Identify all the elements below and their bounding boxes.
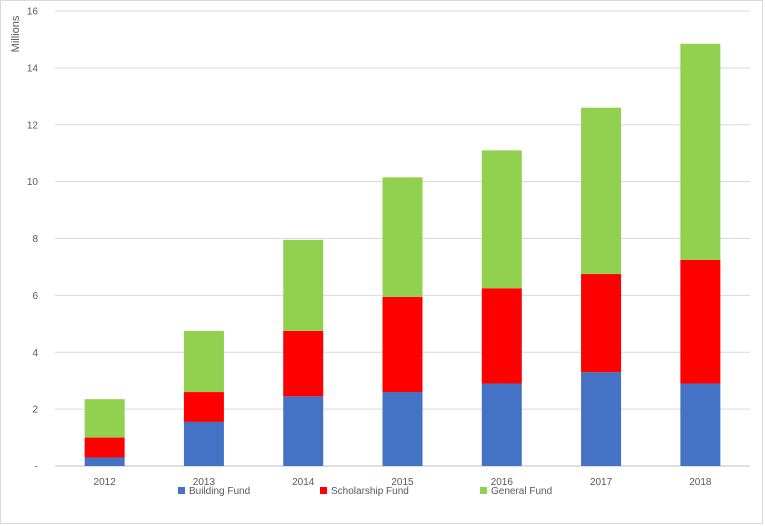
- legend-swatch-scholarship-fund: [320, 487, 327, 494]
- x-tick-label: 2016: [491, 477, 514, 488]
- legend-label-scholarship-fund: Scholarship Fund: [331, 486, 409, 497]
- y-tick-label: 4: [32, 348, 38, 359]
- legend-label-building-fund: Building Fund: [189, 486, 250, 497]
- bar-scholarship-fund-2012: [84, 437, 125, 458]
- bar-scholarship-fund-2017: [581, 274, 622, 373]
- bar-building-fund-2017: [581, 372, 622, 466]
- legend: Building Fund Scholarship Fund General Fun…: [178, 486, 552, 497]
- bar-scholarship-fund-2014: [283, 330, 324, 397]
- bar-general-fund-2017: [581, 107, 622, 275]
- y-tick-label: 10: [27, 177, 39, 188]
- legend-label-general-fund: General Fund: [491, 486, 552, 497]
- x-tick-label: 2014: [292, 477, 315, 488]
- y-axis-title: Millions: [10, 15, 22, 52]
- bar-general-fund-2015: [382, 177, 423, 297]
- bar-building-fund-2014: [283, 396, 324, 466]
- bar-general-fund-2013: [183, 330, 224, 393]
- x-tick-label: 2018: [689, 477, 712, 488]
- x-tick-label: 2017: [590, 477, 613, 488]
- y-tick-label: 6: [32, 291, 38, 302]
- bar-general-fund-2016: [481, 150, 522, 289]
- bar-scholarship-fund-2016: [481, 288, 522, 384]
- bar-scholarship-fund-2018: [680, 259, 721, 384]
- y-tick-label: 2: [32, 405, 38, 416]
- bar-building-fund-2012: [84, 457, 125, 466]
- bar-general-fund-2018: [680, 43, 721, 260]
- legend-swatch-building-fund: [178, 487, 185, 494]
- y-tick-label: 8: [32, 234, 38, 245]
- y-tick-label: 14: [27, 63, 39, 74]
- bar-general-fund-2014: [283, 239, 324, 331]
- bar-general-fund-2012: [84, 399, 125, 438]
- bars: [84, 43, 721, 466]
- y-tick-label: 16: [27, 7, 39, 18]
- legend-swatch-general-fund: [480, 487, 487, 494]
- bar-scholarship-fund-2013: [183, 392, 224, 422]
- y-tick-label: -: [35, 462, 38, 473]
- bar-building-fund-2015: [382, 392, 423, 466]
- bar-building-fund-2013: [183, 421, 224, 466]
- gridlines: [55, 10, 750, 467]
- x-tick-label: 2015: [391, 477, 414, 488]
- x-tick-label: 2013: [193, 477, 216, 488]
- y-tick-label: 12: [27, 120, 39, 131]
- bar-building-fund-2016: [481, 383, 522, 466]
- bar-building-fund-2018: [680, 383, 721, 466]
- y-axis-ticks: - 2 4 6 8 10 12 14 16: [27, 7, 39, 473]
- x-axis-ticks: 2012 2013 2014 2015 2016 2017 2018: [94, 477, 712, 488]
- bar-scholarship-fund-2015: [382, 296, 423, 393]
- x-tick-label: 2012: [94, 477, 117, 488]
